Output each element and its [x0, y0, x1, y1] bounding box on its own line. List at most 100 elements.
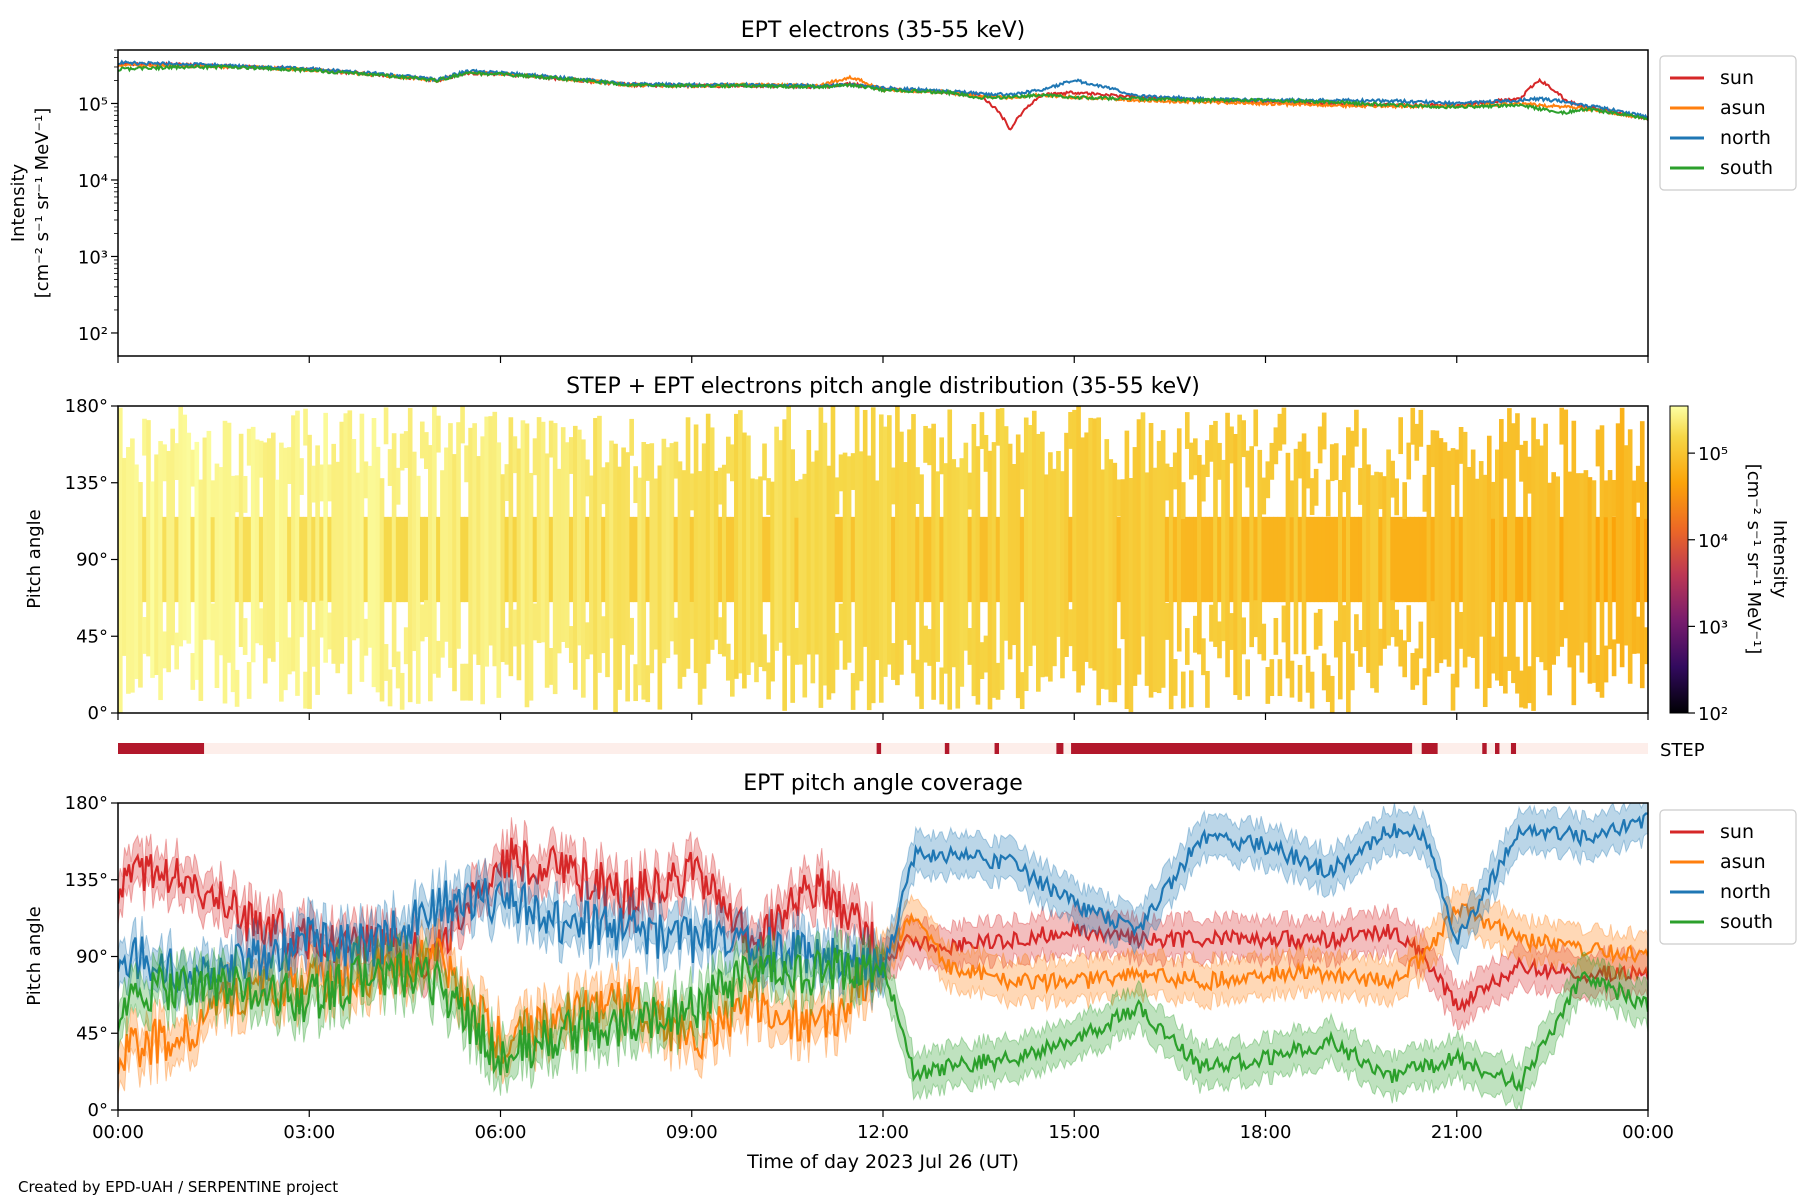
heatmap-cell [1587, 477, 1593, 684]
heatmap-cell [1382, 476, 1387, 649]
heatmap-cell [210, 603, 216, 641]
heatmap-cell [1406, 605, 1412, 643]
heatmap-cell [1213, 420, 1218, 647]
heatmap-cell [295, 410, 300, 696]
panel4-ylabel: Pitch angle [24, 906, 45, 1005]
panel1-axes [117, 49, 1649, 357]
heatmap-cell [399, 516, 405, 603]
step-active [1421, 743, 1438, 754]
heatmap-cell [1599, 425, 1605, 698]
heatmap-cell [190, 653, 196, 690]
heatmap-cell [979, 412, 985, 449]
heatmap-cell [730, 659, 735, 697]
heatmap-cell [319, 464, 324, 502]
heatmap-cell [1205, 670, 1210, 708]
heatmap-cell [1317, 426, 1323, 464]
heatmap-cell [995, 516, 1001, 603]
heatmap-cell [1402, 516, 1408, 603]
heatmap-cell [1519, 670, 1524, 708]
heatmap-cell [1422, 668, 1428, 706]
heatmap-cell [1217, 516, 1222, 603]
heatmap-cell [1052, 468, 1057, 667]
heatmap-cell [1426, 444, 1432, 677]
heatmap-cell [1301, 433, 1307, 655]
heatmap-cell [460, 663, 465, 701]
heatmap-cell [762, 443, 767, 481]
heatmap-cell [1011, 464, 1017, 646]
heatmap-cell [283, 447, 288, 691]
heatmap-cell [1503, 441, 1508, 479]
heatmap-cell [266, 438, 272, 659]
heatmap-cell [1124, 430, 1130, 710]
panel4-line-north [118, 812, 1648, 994]
heatmap-cell [1172, 452, 1178, 490]
heatmap-cell [528, 472, 534, 701]
heatmap-cell [1450, 516, 1456, 603]
heatmap-cell [1495, 449, 1500, 681]
heatmap-cell [218, 467, 224, 656]
heatmap-cell [411, 451, 417, 652]
heatmap-cell [500, 474, 506, 663]
heatmap-cell [1064, 432, 1069, 657]
heatmap-cell [291, 415, 296, 672]
heatmap-cell [874, 480, 880, 661]
heatmap-cell [444, 447, 449, 642]
panel4-legend-label-south: south [1720, 911, 1773, 933]
heatmap-cell [1603, 480, 1609, 518]
heatmap-cell [1366, 464, 1371, 673]
panel4-xtick-label: 06:00 [475, 1122, 527, 1143]
panel1-legend-label-asun: asun [1720, 97, 1766, 119]
panel4-xtick-label: 21:00 [1431, 1122, 1483, 1143]
heatmap-cell [262, 442, 268, 684]
heatmap-cell [319, 600, 324, 638]
heatmap-cell [234, 669, 240, 707]
heatmap-cell [738, 410, 743, 674]
panel1-line-north [118, 59, 1648, 120]
heatmap-cell [681, 470, 687, 677]
heatmap-cell [927, 516, 932, 603]
heatmap-cell [1277, 516, 1283, 603]
heatmap-cell [742, 432, 747, 689]
heatmap-cell [1048, 452, 1053, 682]
heatmap-cell [725, 643, 731, 681]
heatmap-cell [118, 407, 123, 713]
heatmap-cell [1172, 659, 1178, 696]
heatmap-cell [1507, 408, 1512, 671]
heatmap-cell [915, 659, 920, 697]
heatmap-cell [1450, 673, 1456, 711]
heatmap-cell [967, 472, 973, 510]
heatmap-cell [1281, 516, 1287, 603]
step-label: STEP [1660, 740, 1705, 761]
heatmap-cell [1229, 613, 1234, 650]
heatmap-cell [464, 445, 469, 483]
heatmap-cell [701, 443, 707, 689]
heatmap-cell [653, 478, 659, 650]
heatmap-cell [126, 447, 131, 694]
heatmap-cell [1100, 469, 1106, 689]
heatmap-cell [689, 601, 695, 639]
step-active [1510, 743, 1517, 754]
heatmap-cell [1559, 407, 1565, 445]
heatmap-cell [657, 465, 663, 710]
heatmap-cell [1241, 516, 1246, 603]
heatmap-cell [1390, 600, 1395, 638]
panel4-xlabel: Time of day 2023 Jul 26 (UT) [746, 1151, 1019, 1173]
heatmap-cell [242, 618, 248, 655]
heatmap-cell [903, 462, 908, 641]
heatmap-cell [601, 616, 606, 654]
heatmap-cell [1297, 441, 1303, 479]
heatmap-cell [689, 473, 695, 511]
panel4-legend-label-sun: sun [1720, 821, 1754, 843]
heatmap-cell [1603, 516, 1609, 603]
heatmap-cell [899, 431, 904, 675]
heatmap-cell [1092, 418, 1097, 671]
heatmap-cell [1635, 516, 1641, 603]
heatmap-cell [1277, 659, 1283, 697]
heatmap-cell [387, 516, 393, 603]
heatmap-cell [1410, 516, 1416, 603]
heatmap-cell [1454, 449, 1460, 688]
heatmap-cell [1015, 434, 1021, 699]
heatmap-cell [1535, 439, 1540, 658]
heatmap-cell [1342, 605, 1347, 643]
heatmap-cell [1281, 605, 1287, 643]
